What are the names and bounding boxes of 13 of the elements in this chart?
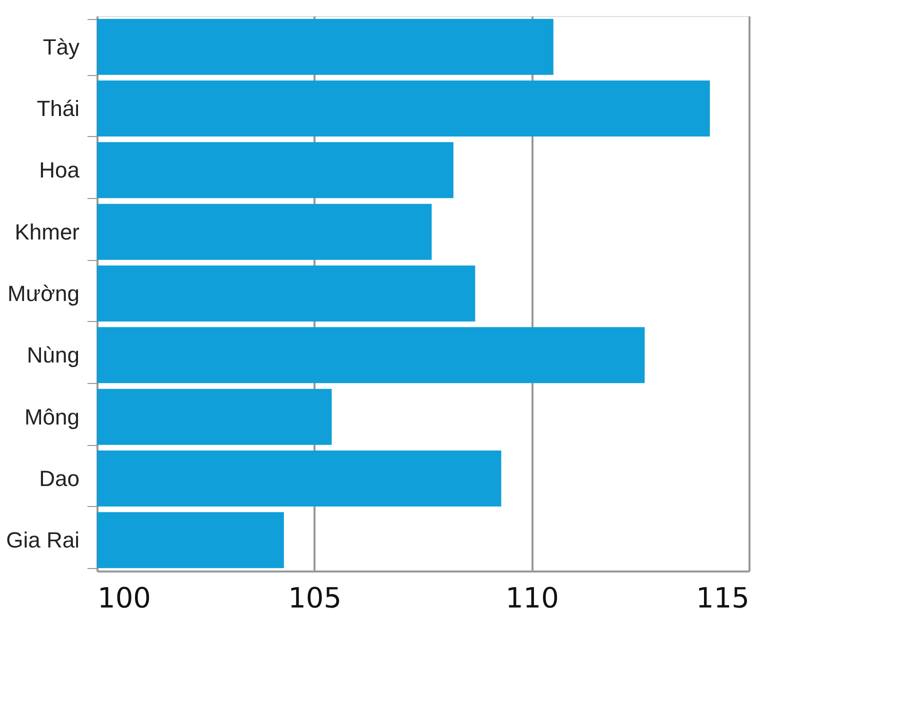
y-tick-label: Mường [8, 281, 80, 306]
x-tick-label: 115 [696, 582, 750, 614]
y-tick-label: Hoa [39, 158, 80, 183]
y-tick-label: Tày [42, 34, 80, 60]
y-tick-label: Khmer [14, 219, 80, 244]
y-tick-label: Nùng [26, 342, 80, 368]
y-tick-label: Gia Rai [6, 528, 80, 553]
y-tick-label: Mông [24, 404, 80, 430]
x-tick-label: 110 [505, 582, 559, 614]
y-tick-label: Dao [39, 466, 80, 491]
x-tick-label: 100 [98, 582, 151, 614]
x-tick-label: 105 [288, 582, 342, 614]
y-tick-label: Thái [36, 96, 80, 121]
